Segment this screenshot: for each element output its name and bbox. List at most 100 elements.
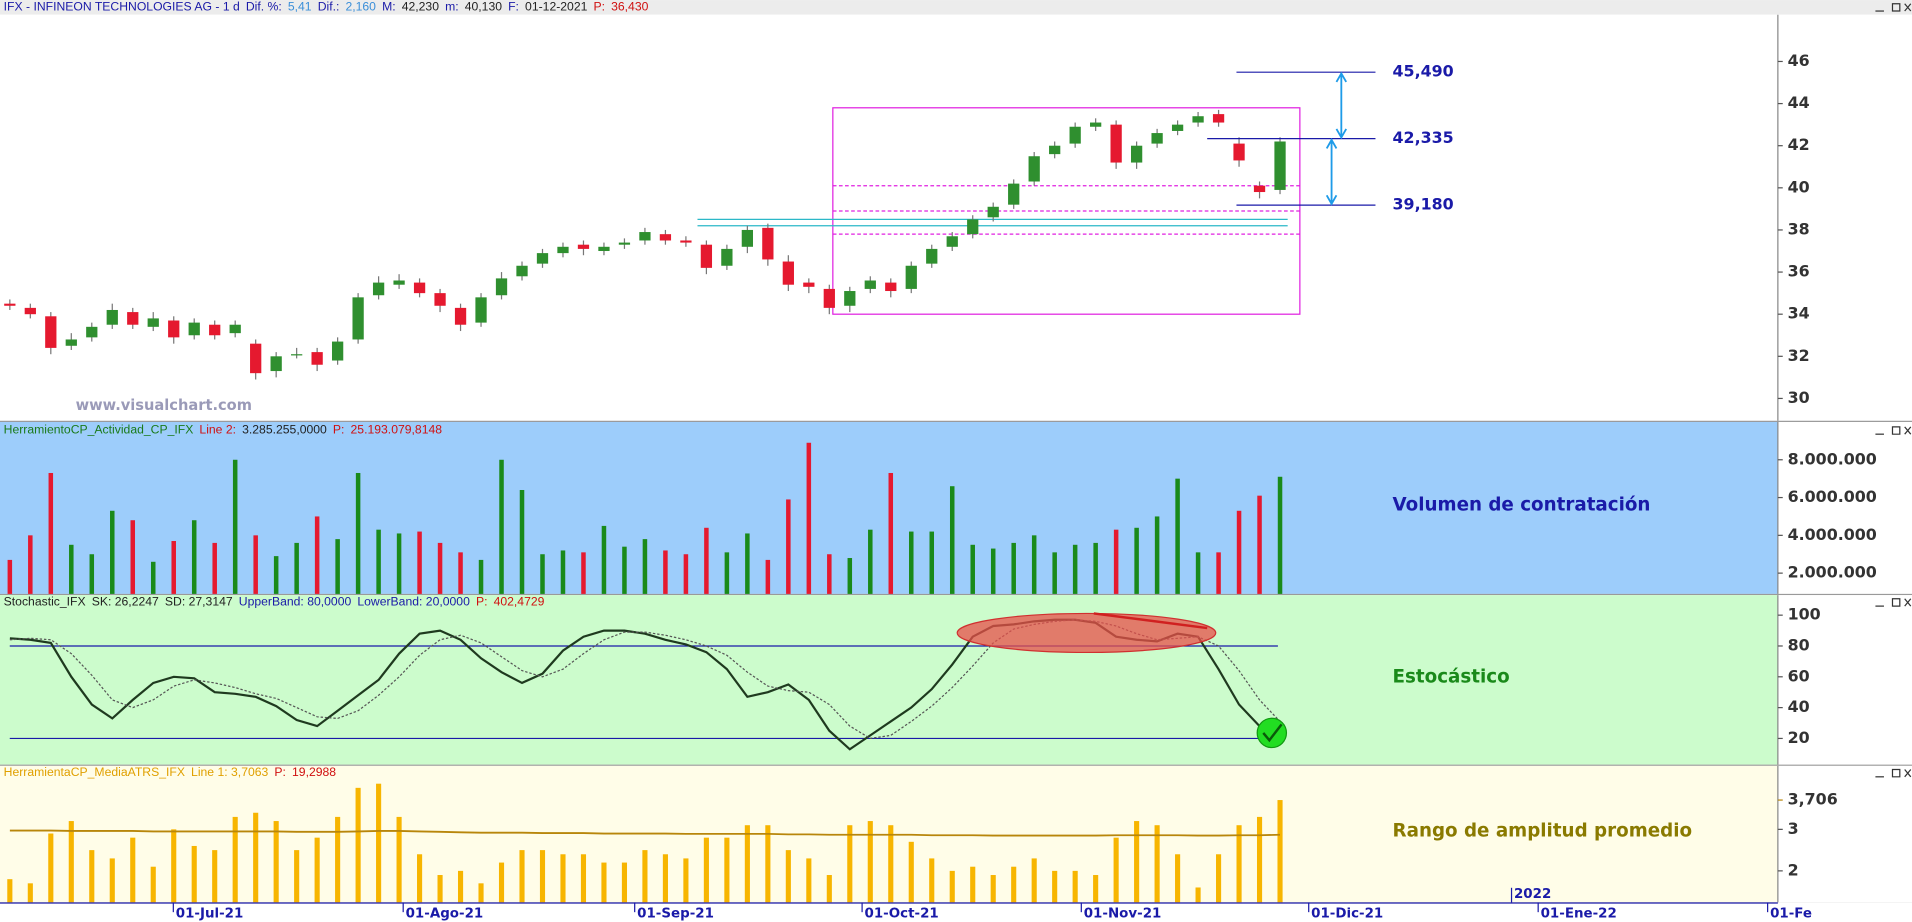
atr-bar <box>888 825 894 903</box>
volume-bar <box>1011 542 1016 594</box>
header-item: LowerBand: 20,0000 <box>357 595 470 609</box>
header-item: SK: 26,2247 <box>92 595 159 609</box>
volume-bar <box>314 516 320 594</box>
panel-label: Volumen de contratación <box>1393 495 1651 516</box>
atr-bar <box>1195 887 1201 903</box>
volume-bar <box>560 550 566 594</box>
header-item: 2,160 <box>345 0 376 14</box>
volume-bar <box>519 489 525 594</box>
volume-bar <box>191 520 197 594</box>
atr-bar <box>191 845 197 903</box>
volume-bar <box>540 554 545 594</box>
atr-bar <box>867 821 873 903</box>
candle-body <box>946 236 958 247</box>
window-button <box>1891 768 1901 778</box>
volume-bar <box>1216 552 1221 594</box>
atr-bar <box>601 862 607 903</box>
atr-bar <box>1216 854 1222 903</box>
volume-bar <box>1072 544 1078 594</box>
candle-body <box>598 246 610 252</box>
window-button <box>1904 769 1912 778</box>
window-button <box>1891 3 1901 12</box>
panel-header: Stochastic_IFX SK: 26,2247 SD: 27,3147 Uppe… <box>4 595 545 609</box>
candle-body <box>24 307 36 315</box>
candle-body <box>885 282 897 292</box>
candle-body <box>331 341 344 361</box>
volume-bar <box>478 559 484 594</box>
atr-bar <box>171 829 177 903</box>
volume-bar <box>1175 478 1180 594</box>
candle-body <box>434 293 446 306</box>
header-item: 19,2988 <box>292 765 336 779</box>
volume-bar <box>417 531 422 594</box>
volume-bar <box>7 559 13 594</box>
y-tick-label: 40 <box>1788 697 1810 716</box>
last-value-label: 3,706 <box>1788 790 1838 809</box>
candle-body <box>516 265 528 277</box>
header-item: m: <box>445 0 459 14</box>
volume-bar <box>48 472 54 594</box>
header-item: Stochastic_IFX <box>4 595 86 609</box>
panel-background <box>0 595 1778 765</box>
volume-bar <box>868 529 873 594</box>
axis-background <box>1777 14 1912 421</box>
candle-body <box>1008 183 1020 205</box>
volume-bar <box>888 472 894 594</box>
atr-bar <box>1052 870 1058 903</box>
candle-body <box>864 280 876 289</box>
candle-body <box>823 288 835 308</box>
volume-bar <box>212 542 217 594</box>
x-tick-label: 01-Ago-21 <box>406 906 484 921</box>
x-tick-label: 01-Fe <box>1770 906 1812 921</box>
volume-bar <box>724 552 730 594</box>
y-tick-label: 8.000.000 <box>1788 449 1877 468</box>
header-item: 402,4729 <box>494 595 545 609</box>
candle-body <box>495 278 508 296</box>
volume-bar <box>396 533 402 594</box>
header-item: Line 2: <box>199 423 236 437</box>
target-label: 39,180 <box>1393 195 1454 214</box>
atr-bar <box>1236 825 1242 903</box>
atr-bar <box>990 875 996 903</box>
atr-bar <box>437 875 443 903</box>
watermark: www.visualchart.com <box>76 397 252 414</box>
candle-body <box>270 356 282 372</box>
atr-bar <box>1175 854 1181 903</box>
atr-bar <box>949 870 955 903</box>
candle-body <box>762 227 774 260</box>
atr-bar <box>908 841 914 903</box>
candle-body <box>1110 124 1122 163</box>
candle-body <box>639 232 651 241</box>
candle-body <box>168 320 180 338</box>
candle-body <box>557 246 569 254</box>
atr-bar <box>150 866 156 903</box>
x-tick-label: 01-Ene-22 <box>1541 906 1617 921</box>
header-item: P: <box>333 423 345 437</box>
atr-bar <box>785 850 791 903</box>
signal-circle <box>1256 717 1288 749</box>
atr-bar <box>294 850 300 903</box>
candle-body <box>1171 124 1184 131</box>
candle-body <box>250 343 262 374</box>
atr-bar <box>335 816 341 903</box>
candle-body <box>967 219 979 235</box>
y-tick-label: 60 <box>1788 666 1810 685</box>
candle-body <box>311 352 323 365</box>
atr-bar <box>68 821 74 903</box>
header-item: 36,430 <box>611 0 648 14</box>
candle-body <box>1274 141 1286 190</box>
panel-background <box>0 14 1778 421</box>
candle-body <box>1192 116 1204 123</box>
y-tick-label: 80 <box>1788 635 1810 654</box>
volume-bar <box>171 541 176 594</box>
axis-background <box>1777 595 1912 765</box>
atr-bar <box>970 866 976 903</box>
x-tick-label: 01-Jul-21 <box>176 906 244 921</box>
atr-bar <box>273 821 279 903</box>
header-item: IFX - INFINEON TECHNOLOGIES AG - 1 d <box>4 0 240 14</box>
candle-body <box>844 291 856 306</box>
candle-body <box>188 322 200 336</box>
volume-bar <box>89 554 95 594</box>
y-tick-label: 40 <box>1788 177 1810 196</box>
candle-body <box>1049 145 1061 155</box>
